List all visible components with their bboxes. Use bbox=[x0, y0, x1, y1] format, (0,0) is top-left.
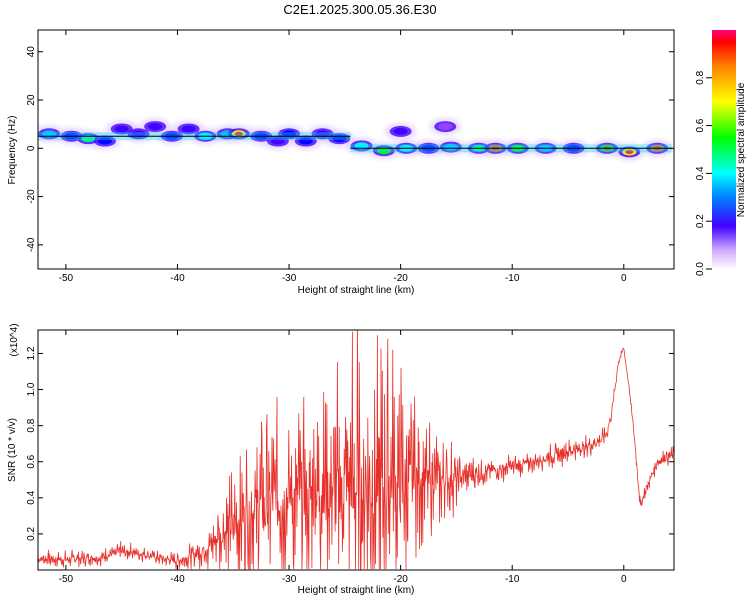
colorbar-tick-label-0: 0.0 bbox=[695, 262, 706, 276]
snr-xtick-label-4: -10 bbox=[505, 574, 520, 585]
colorbar-ticks: 0.0 0.2 0.4 0.6 0.8 bbox=[695, 70, 712, 276]
colorbar: 0.0 0.2 0.4 0.6 0.8 Normalized spectral ampl… bbox=[695, 30, 747, 276]
heatmap-core-6 bbox=[148, 123, 163, 131]
snr-axes: -50 -40 -30 -20 -10 0 0.2 0.4 0.6 0.8 1.0 1.2 bbox=[26, 330, 674, 585]
heatmap-peak-11 bbox=[234, 131, 243, 136]
snr-ytick-label-2: 0.6 bbox=[26, 454, 37, 468]
chart-title: C2E1.2025.300.05.36.E30 bbox=[283, 2, 437, 17]
heatmap-peak-29 bbox=[625, 149, 634, 154]
heatmap-core-22 bbox=[443, 143, 458, 151]
heatmap-core-18 bbox=[354, 142, 369, 150]
heatmap-core-5 bbox=[131, 130, 146, 138]
spectrogram-ytick-label-0: -40 bbox=[26, 237, 37, 252]
heatmap-core-8 bbox=[181, 125, 196, 133]
heatmap-core-17 bbox=[332, 135, 347, 143]
snr-scale-label: (x10^4) bbox=[9, 323, 20, 356]
colorbar-label: Normalized spectral amplitude bbox=[736, 82, 747, 217]
colorbar-tick-label-4: 0.8 bbox=[695, 70, 706, 84]
colorbar-tick-label-3: 0.6 bbox=[695, 118, 706, 132]
heatmap-core-14 bbox=[282, 130, 297, 138]
snr-panel: -50 -40 -30 -20 -10 0 0.2 0.4 0.6 0.8 1.0 1.2 Heigh… bbox=[7, 323, 675, 596]
spectrogram-y-label: Frequency (Hz) bbox=[7, 116, 18, 185]
spectrogram-xtick-label-1: -40 bbox=[170, 273, 185, 284]
snr-ytick-label-0: 0.2 bbox=[26, 527, 37, 541]
spectrogram-xtick-label-3: -20 bbox=[393, 273, 408, 284]
snr-ytick-label-4: 1.0 bbox=[26, 382, 37, 396]
spectrogram-xtick-label-4: -10 bbox=[505, 273, 520, 284]
heatmap-core-19 bbox=[376, 147, 391, 155]
snr-ytick-label-1: 0.4 bbox=[26, 490, 37, 504]
snr-series-line bbox=[38, 330, 674, 570]
spectrogram-panel: -50 -40 -30 -20 -10 0 -40 -20 0 20 40 Height of st… bbox=[7, 29, 675, 296]
heatmap-core-16 bbox=[315, 130, 330, 138]
heatmap-core-15 bbox=[298, 137, 313, 145]
spectrogram-x-label: Height of straight line (km) bbox=[298, 285, 415, 296]
colorbar-tick-label-2: 0.4 bbox=[695, 166, 706, 180]
heatmap-core-31 bbox=[393, 127, 408, 135]
heatmap-core-3 bbox=[97, 137, 112, 145]
heatmap-core-4 bbox=[114, 125, 129, 133]
heatmap-core-0 bbox=[42, 130, 57, 138]
snr-xtick-label-2: -30 bbox=[282, 574, 297, 585]
spectrogram-xtick-label-5: 0 bbox=[621, 273, 627, 284]
spectrogram-ytick-label-2: 0 bbox=[26, 145, 37, 151]
snr-xtick-label-1: -40 bbox=[170, 574, 185, 585]
snr-xtick-label-5: 0 bbox=[621, 574, 627, 585]
colorbar-gradient bbox=[712, 30, 736, 269]
spectrogram-xtick-label-0: -50 bbox=[59, 273, 74, 284]
spectrogram-heatmap bbox=[38, 117, 674, 161]
snr-x-label: Height of straight line (km) bbox=[298, 585, 415, 596]
spectrogram-ytick-label-3: 20 bbox=[26, 94, 37, 106]
spectrogram-axes: -50 -40 -30 -20 -10 0 -40 -20 0 20 40 bbox=[26, 30, 674, 284]
colorbar-tick-label-1: 0.2 bbox=[695, 214, 706, 228]
heatmap-core-13 bbox=[270, 137, 285, 145]
snr-xtick-label-3: -20 bbox=[393, 574, 408, 585]
spectrogram-ytick-label-1: -20 bbox=[26, 189, 37, 204]
heatmap-core-32 bbox=[438, 123, 453, 131]
snr-ytick-label-3: 0.8 bbox=[26, 418, 37, 432]
heatmap-core-2 bbox=[81, 135, 96, 143]
snr-y-label: SNR (10 * v/v) bbox=[7, 418, 18, 482]
snr-ytick-label-5: 1.2 bbox=[26, 346, 37, 360]
spectrogram-xtick-label-2: -30 bbox=[282, 273, 297, 284]
snr-xtick-label-0: -50 bbox=[59, 574, 74, 585]
snr-frame bbox=[37, 329, 675, 571]
spectrogram-ytick-label-4: 40 bbox=[26, 46, 37, 58]
spectrogram-frame bbox=[37, 29, 675, 270]
